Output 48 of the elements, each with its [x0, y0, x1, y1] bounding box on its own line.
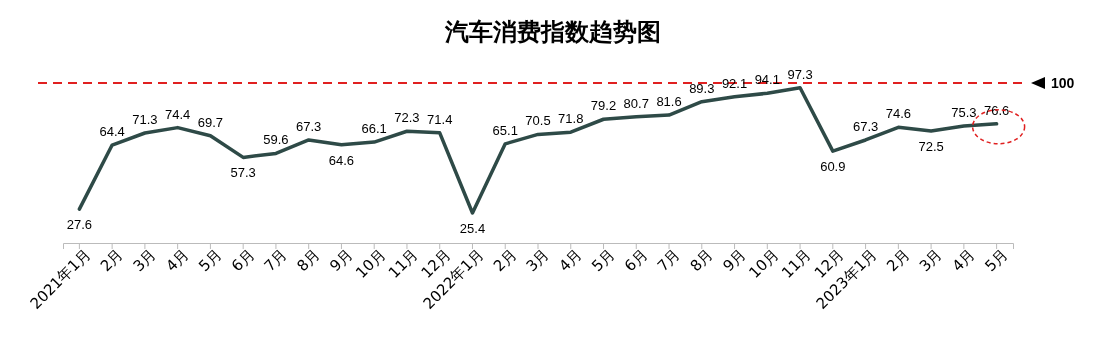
- x-tick-label: 7月: [653, 245, 684, 276]
- data-label: 67.3: [296, 118, 322, 134]
- data-label: 80.7: [623, 95, 649, 111]
- x-tick-label: 5月: [981, 245, 1012, 276]
- x-tick-label: 3月: [522, 245, 553, 276]
- data-label: 65.1: [492, 122, 518, 138]
- data-label: 76.6: [983, 102, 1010, 118]
- x-tick-label: 4月: [948, 245, 979, 276]
- x-tick-label: 6月: [227, 245, 258, 276]
- data-label: 64.4: [99, 124, 125, 140]
- x-tick-label: 3月: [915, 245, 946, 276]
- x-tick-label: 2月: [883, 245, 914, 276]
- data-label: 71.3: [132, 112, 158, 128]
- data-label: 75.3: [951, 105, 977, 121]
- x-tick-label: 4月: [162, 245, 193, 276]
- data-label: 59.6: [263, 132, 289, 148]
- data-label: 69.7: [197, 114, 224, 130]
- data-label: 57.3: [230, 165, 256, 181]
- chart-title: 汽车消费指数趋势图: [444, 18, 661, 46]
- x-tick-label: 3月: [129, 245, 160, 276]
- ref-line-label: 100: [1051, 75, 1075, 91]
- data-label: 70.5: [525, 113, 551, 129]
- data-label: 27.6: [66, 217, 93, 233]
- data-label: 64.6: [328, 152, 355, 168]
- data-label: 92.1: [721, 75, 748, 91]
- x-tick-label: 2月: [489, 245, 521, 276]
- data-label: 97.3: [787, 66, 813, 82]
- data-label: 79.2: [590, 98, 617, 114]
- data-label: 67.3: [852, 118, 879, 134]
- data-label: 71.4: [427, 111, 453, 127]
- x-tick-label: 8月: [686, 245, 717, 276]
- data-label: 89.3: [689, 80, 715, 96]
- x-tick-label: 8月: [293, 245, 324, 276]
- data-label: 25.4: [459, 221, 486, 236]
- x-tick-label: 5月: [588, 245, 619, 276]
- data-label: 72.3: [394, 110, 420, 126]
- data-label: 71.8: [558, 111, 584, 127]
- x-tick-label: 5月: [195, 245, 226, 276]
- data-label: 74.6: [885, 106, 911, 122]
- data-label: 66.1: [361, 121, 387, 137]
- data-label: 81.6: [656, 94, 682, 110]
- data-label: 60.9: [820, 159, 846, 175]
- data-label: 74.4: [165, 106, 191, 122]
- x-tick-label: 2月: [96, 245, 127, 276]
- data-label: 72.5: [918, 138, 944, 154]
- x-tick-label: 6月: [620, 245, 652, 276]
- x-tick-label: 4月: [555, 245, 586, 276]
- x-tick-label: 7月: [260, 245, 291, 276]
